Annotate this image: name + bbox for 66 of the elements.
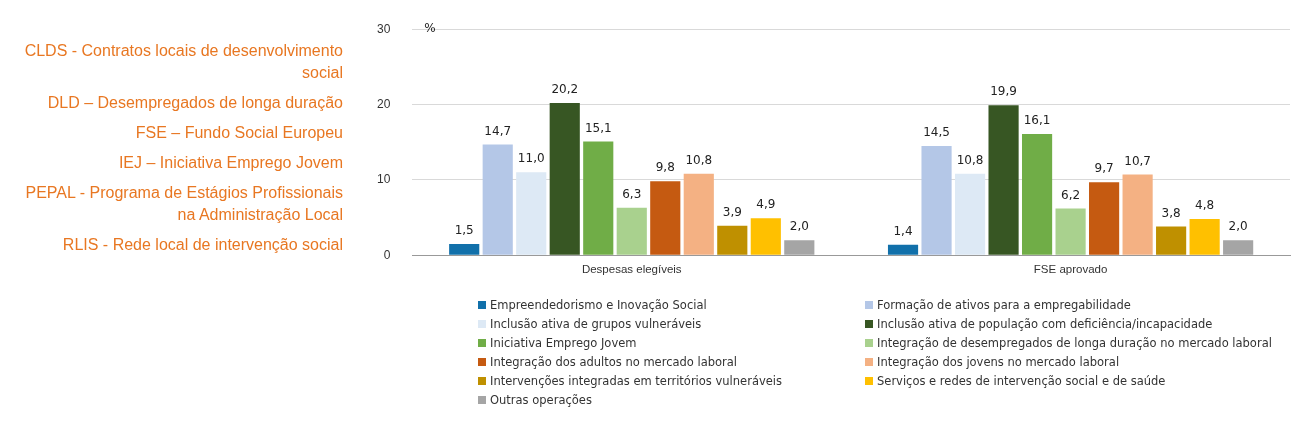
bar: [616, 207, 647, 255]
data-label: 3,8: [1161, 205, 1181, 220]
data-label: 15,1: [584, 120, 612, 135]
text: PEPAL - Programa de Estágios Profissionais na Administração Local: [24, 183, 343, 225]
data-label: 9,7: [1094, 161, 1114, 176]
bar: [988, 105, 1019, 255]
data-label: 10,8: [956, 152, 984, 167]
bar: [1022, 133, 1053, 255]
data-label: 11,0: [517, 151, 545, 166]
bar: [887, 244, 919, 255]
legend-label: Iniciativa Emprego Jovem: [490, 336, 637, 350]
data-label: 1,5: [454, 223, 474, 238]
y-tick-label: 10: [376, 172, 391, 187]
bar: [1189, 219, 1220, 255]
text: IEJ – Iniciativa Emprego Jovem: [117, 153, 343, 173]
bar: [921, 145, 952, 255]
x-tick-label: Despesas elegíveis: [581, 263, 682, 276]
data-label: 10,8: [685, 152, 713, 167]
bar: [482, 144, 513, 255]
x-tick-label: FSE aprovado: [1033, 263, 1108, 276]
y-tick-label: 0: [383, 247, 391, 262]
data-label: 6,2: [1061, 187, 1081, 202]
legend-label: Inclusão ativa de grupos vulneráveis: [490, 317, 702, 331]
y-tick-label: 30: [376, 21, 391, 36]
legend-label: Serviços e redes de intervenção social e de saúde: [877, 374, 1166, 388]
data-label: 2,0: [789, 219, 809, 234]
data-label: 20,2: [551, 82, 579, 97]
data-label: 14,7: [484, 123, 512, 138]
text: FSE – Fundo Social Europeu: [134, 123, 343, 143]
data-label: 9,8: [655, 160, 675, 175]
bar: [583, 141, 614, 255]
data-label: 1,4: [893, 223, 913, 238]
bar: [650, 181, 681, 255]
bar: [449, 243, 480, 255]
data-label: 4,8: [1195, 198, 1215, 213]
data-label: 2,0: [1228, 219, 1248, 234]
legend-label: Inclusão ativa de população com deficiência/incapacidade: [877, 317, 1213, 331]
data-label: 6,3: [622, 186, 642, 201]
data-label: 3,9: [722, 204, 742, 219]
bar: [717, 225, 748, 255]
legend-label: Integração dos adultos no mercado laboral: [490, 355, 738, 369]
bar: [516, 172, 547, 255]
bar: [750, 218, 781, 255]
data-label: 14,5: [923, 125, 950, 140]
legend-label: Integração dos jovens no mercado laboral: [877, 355, 1120, 369]
legend-label: Empreendedorismo e Inovação Social: [490, 298, 707, 312]
bar: [1122, 174, 1153, 255]
bar: [1055, 208, 1086, 255]
text: CLDS - Contratos locais de desenvolvimento social: [23, 41, 343, 83]
data-label: 10,7: [1124, 153, 1151, 168]
text: RLIS - Rede local de intervenção social: [61, 235, 343, 255]
bar: [1089, 182, 1120, 255]
bar: [683, 173, 714, 255]
data-label: 16,1: [1023, 113, 1051, 128]
y-tick-label: 20: [376, 96, 391, 111]
legend-label: Intervenções integradas em territórios vulneráveis: [490, 374, 782, 388]
legend-label: Integração de desempregados de longa duração no mercado laboral: [877, 336, 1272, 350]
y-axis-title: %: [424, 21, 436, 36]
text: DLD – Desempregados de longa duração: [46, 93, 343, 113]
bar: [1156, 226, 1187, 255]
data-label: 19,9: [990, 84, 1017, 99]
data-label: 4,9: [756, 197, 776, 212]
legend-label: Outras operações: [490, 393, 592, 407]
bar: [549, 103, 580, 255]
legend-label: Formação de ativos para a empregabilidade: [877, 298, 1131, 312]
bar: [954, 173, 986, 255]
